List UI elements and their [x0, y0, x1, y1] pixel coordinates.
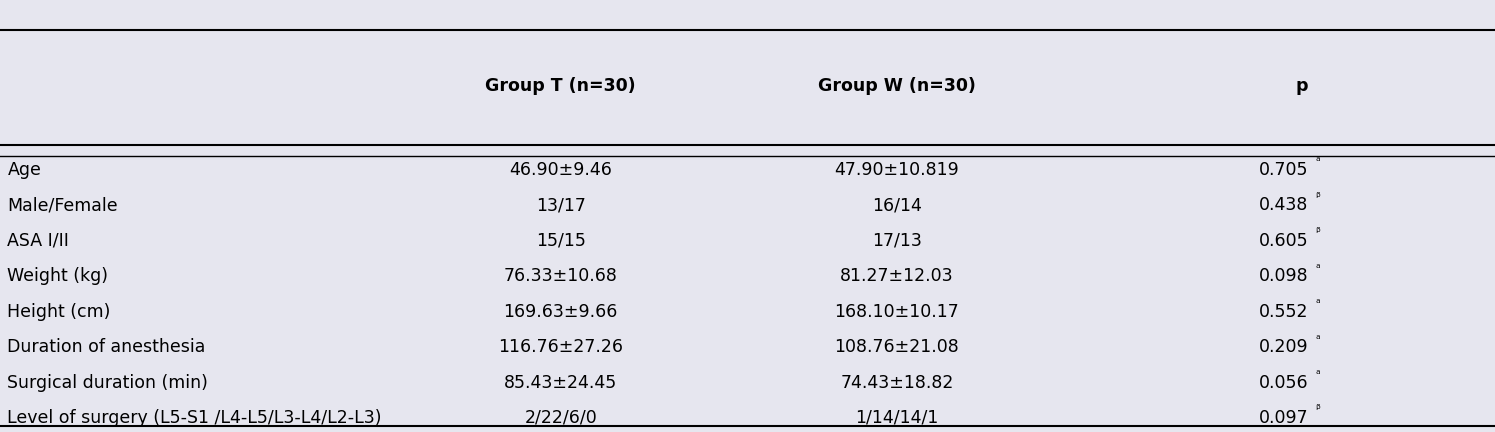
Text: 47.90±10.819: 47.90±10.819 — [834, 161, 960, 179]
Text: Group W (n=30): Group W (n=30) — [818, 77, 976, 95]
Text: 0.056: 0.056 — [1259, 374, 1308, 391]
Text: ᵃ: ᵃ — [1316, 333, 1320, 346]
Text: 76.33±10.68: 76.33±10.68 — [504, 267, 617, 285]
Text: ᵃ: ᵃ — [1316, 297, 1320, 310]
Text: 1/14/14/1: 1/14/14/1 — [855, 409, 939, 427]
Text: ᵝ: ᵝ — [1316, 191, 1320, 204]
Text: 0.605: 0.605 — [1259, 232, 1308, 250]
Text: 0.098: 0.098 — [1259, 267, 1308, 285]
Text: Duration of anesthesia: Duration of anesthesia — [7, 338, 206, 356]
Text: 74.43±18.82: 74.43±18.82 — [840, 374, 954, 391]
Text: 81.27±12.03: 81.27±12.03 — [840, 267, 954, 285]
Text: Level of surgery (L5-S1 /L4-L5/L3-L4/L2-L3): Level of surgery (L5-S1 /L4-L5/L3-L4/L2-… — [7, 409, 383, 427]
Text: ASA I/II: ASA I/II — [7, 232, 69, 250]
Text: Male/Female: Male/Female — [7, 197, 118, 214]
Text: 85.43±24.45: 85.43±24.45 — [504, 374, 617, 391]
Text: ᵝ: ᵝ — [1316, 403, 1320, 416]
Text: 169.63±9.66: 169.63±9.66 — [504, 303, 617, 321]
Text: 0.097: 0.097 — [1259, 409, 1308, 427]
Text: 0.438: 0.438 — [1259, 197, 1308, 214]
Text: 17/13: 17/13 — [872, 232, 922, 250]
Text: Age: Age — [7, 161, 42, 179]
Text: 46.90±9.46: 46.90±9.46 — [510, 161, 611, 179]
Text: Surgical duration (min): Surgical duration (min) — [7, 374, 208, 391]
Text: 15/15: 15/15 — [535, 232, 586, 250]
Text: 0.552: 0.552 — [1259, 303, 1308, 321]
Text: 0.705: 0.705 — [1259, 161, 1308, 179]
Text: 2/22/6/0: 2/22/6/0 — [525, 409, 597, 427]
Text: 16/14: 16/14 — [872, 197, 922, 214]
Text: ᵃ: ᵃ — [1316, 368, 1320, 381]
Text: Group T (n=30): Group T (n=30) — [486, 77, 635, 95]
Text: 168.10±10.17: 168.10±10.17 — [834, 303, 960, 321]
Text: ᵝ: ᵝ — [1316, 226, 1320, 239]
Text: p: p — [1296, 77, 1308, 95]
Text: Weight (kg): Weight (kg) — [7, 267, 109, 285]
Text: Height (cm): Height (cm) — [7, 303, 111, 321]
Text: ᵃ: ᵃ — [1316, 262, 1320, 275]
Text: 108.76±21.08: 108.76±21.08 — [834, 338, 960, 356]
Text: 13/17: 13/17 — [535, 197, 586, 214]
Text: 0.209: 0.209 — [1259, 338, 1308, 356]
Text: 116.76±27.26: 116.76±27.26 — [498, 338, 623, 356]
Text: ᵃ: ᵃ — [1316, 156, 1320, 168]
